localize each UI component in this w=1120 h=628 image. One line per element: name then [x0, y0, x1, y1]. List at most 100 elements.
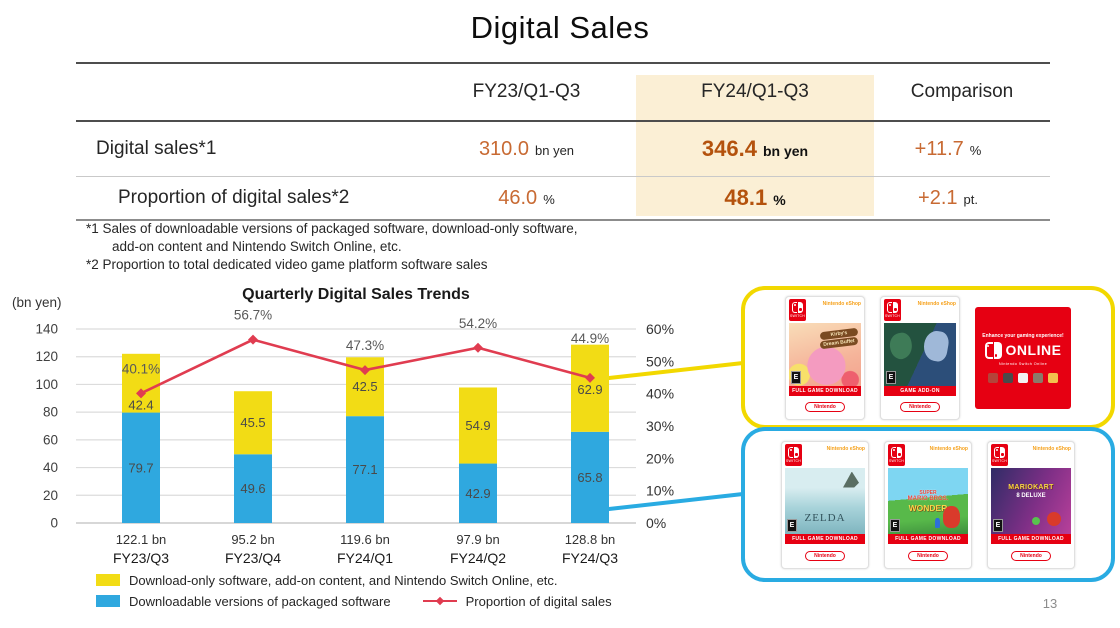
- footnote-1-line-2: add-on content and Nintendo Switch Onlin…: [112, 239, 402, 254]
- download-band: FULL GAME DOWNLOAD: [991, 533, 1071, 544]
- svg-text:40%: 40%: [646, 386, 674, 402]
- comparison-number: +11.7: [914, 137, 964, 160]
- eshop-label: Nintendo eShop: [826, 445, 865, 452]
- game-card-super-mario-bros-wonder: SWITCH Nintendo eShop SUPER MARIO BROS. WOND…: [884, 440, 972, 569]
- esrb-rating-icon: E: [993, 518, 1003, 532]
- esrb-rating-icon: E: [886, 370, 896, 384]
- nintendo-switch-logo-icon: [887, 301, 898, 313]
- svg-text:60%: 60%: [646, 321, 674, 337]
- svg-text:77.1: 77.1: [352, 462, 377, 477]
- footnote-1-line-1: *1 Sales of downloadable versions of pac…: [86, 221, 578, 236]
- nso-subtitle: Nintendo Switch Online: [998, 361, 1048, 366]
- bar-blue-FY24/Q3: [571, 431, 609, 523]
- comparison-unit: %: [969, 142, 982, 158]
- svg-text:119.6 bn: 119.6 bn: [340, 532, 390, 547]
- fy24-value-cell: 48.1 %: [636, 185, 874, 211]
- fy24-value-cell: 346.4 bn yen: [636, 136, 874, 162]
- footnote-2: *2 Proportion to total dedicated video g…: [86, 257, 488, 272]
- svg-text:20: 20: [43, 488, 58, 503]
- bar-yellow-FY24/Q2: [459, 387, 497, 464]
- quarterly-chart-svg: Quarterly Digital Sales Trends (bn yen) 0 2…: [12, 286, 674, 566]
- svg-text:0%: 0%: [646, 515, 666, 531]
- header-fy24: FY24/Q1-Q3: [701, 81, 809, 102]
- fy23-value-cell: 46.0 %: [417, 187, 636, 210]
- nintendo-switch-logo-icon: [984, 341, 1002, 359]
- cover-title: MARIOKART: [1008, 483, 1054, 491]
- legend-row-2: Downloadable versions of packaged softwa…: [96, 593, 612, 609]
- nintendo-switch-badge: SWITCH: [789, 298, 806, 321]
- svg-text:95.2 bn: 95.2 bn: [231, 532, 274, 547]
- row-label: Digital sales*1: [96, 138, 217, 159]
- cover-art-zelda-tears-of-the-kingdom: ZELDA E: [785, 467, 865, 534]
- red-line-marker-icon: [422, 599, 457, 603]
- bars: [122, 344, 609, 523]
- fy23-unit: bn yen: [535, 142, 575, 158]
- quarterly-digital-sales-chart: Quarterly Digital Sales Trends (bn yen) 0 2…: [0, 283, 710, 583]
- x-axis-labels: 122.1 bn FY23/Q3 95.2 bn FY23/Q4 119.6 bn FY2…: [113, 532, 618, 566]
- bar-yellow-FY23/Q4: [234, 391, 272, 455]
- bar-blue-FY24/Q2: [459, 463, 497, 523]
- comparison-number: +2.1: [918, 186, 958, 209]
- svg-text:49.6: 49.6: [240, 481, 265, 496]
- fy23-value-cell: 310.0 bn yen: [417, 138, 636, 161]
- table-row-proportion: Proportion of digital sales*2 46.0 % 48.…: [76, 177, 1050, 221]
- nso-icon: [1048, 372, 1058, 383]
- nintendo-switch-logo-icon: [788, 446, 799, 458]
- nso-icon: [1033, 372, 1043, 383]
- svg-text:97.9 bn: 97.9 bn: [456, 532, 499, 547]
- cover-art-kirbys-dream-buffet: Kirby's Dream Buffet E: [789, 322, 861, 386]
- fy24-number: 346.4: [701, 136, 757, 161]
- cover-title: SUPER: [919, 489, 937, 496]
- svg-text:120: 120: [35, 349, 58, 364]
- download-band: FULL GAME DOWNLOAD: [888, 533, 968, 544]
- svg-text:20%: 20%: [646, 450, 674, 466]
- header-comparison: Comparison: [910, 81, 1014, 102]
- game-card-mario-kart-8-deluxe: SWITCH Nintendo eShop MARIOKART 8 DELUXE E FU…: [987, 440, 1075, 569]
- svg-text:30%: 30%: [646, 418, 674, 434]
- fy23-unit: %: [543, 191, 555, 207]
- svg-text:50%: 50%: [646, 353, 674, 369]
- svg-text:FY24/Q1: FY24/Q1: [337, 550, 393, 566]
- cover-title: WONDER: [908, 502, 948, 513]
- cover-title: 8 DELUXE: [1016, 492, 1046, 499]
- svg-text:60: 60: [43, 432, 58, 447]
- svg-text:45.5: 45.5: [240, 415, 265, 430]
- svg-text:79.7: 79.7: [128, 460, 153, 475]
- nso-game-icons: [988, 372, 1058, 383]
- svg-text:122.1 bn: 122.1 bn: [116, 532, 167, 547]
- comparison-unit: pt.: [963, 191, 978, 207]
- bar-blue-FY24/Q1: [346, 416, 384, 523]
- game-card-zelda-tears-of-the-kingdom: SWITCH Nintendo eShop ZELDA E FULL GAME DOWN…: [781, 440, 869, 569]
- nintendo-logo-pill: Nintendo: [1011, 550, 1051, 561]
- financial-table: FY23/Q1-Q3 FY24/Q1-Q3 Comparison Digital…: [76, 62, 1050, 221]
- nintendo-switch-badge: SWITCH: [888, 443, 905, 466]
- cover-art-mario-kart-8-deluxe: MARIOKART 8 DELUXE E: [991, 467, 1071, 534]
- svg-text:42.9: 42.9: [465, 486, 490, 501]
- nintendo-logo-pill: Nintendo: [900, 402, 940, 412]
- svg-text:128.8 bn: 128.8 bn: [565, 532, 616, 547]
- proportion-line: 40.1% 56.7% 47.3% 54.2% 44.9%: [122, 308, 609, 399]
- page-title: Digital Sales: [470, 10, 650, 45]
- esrb-rating-icon: E: [787, 518, 797, 532]
- esrb-rating-icon: E: [890, 518, 900, 532]
- nso-tagline: Enhance your gaming experience!: [982, 332, 1064, 339]
- svg-text:0: 0: [50, 516, 58, 531]
- cover-title: ZELDA: [804, 511, 846, 524]
- svg-text:65.8: 65.8: [577, 470, 602, 485]
- svg-text:47.3%: 47.3%: [346, 338, 384, 353]
- eshop-label: Nintendo eShop: [1032, 445, 1071, 452]
- cover-art-pokemon-game-add-on: E: [884, 322, 956, 386]
- nintendo-switch-logo-icon: [891, 446, 902, 458]
- blue-swatch-icon: [96, 595, 120, 607]
- page-number: 13: [1042, 596, 1058, 611]
- svg-text:56.7%: 56.7%: [234, 308, 272, 323]
- svg-text:42.5: 42.5: [352, 379, 377, 394]
- cover-art-super-mario-bros-wonder: SUPER MARIO BROS. WONDER E: [888, 467, 968, 534]
- legend-label: Downloadable versions of packaged softwa…: [129, 593, 391, 609]
- nso-icon: [1018, 372, 1028, 383]
- eshop-label: Nintendo eShop: [822, 300, 861, 307]
- nintendo-switch-online-card: Enhance your gaming experience! ONLINE Nin…: [975, 306, 1071, 409]
- game-card-kirbys-dream-buffet: SWITCH Nintendo eShop Kirby's Dream Buffet E…: [785, 295, 865, 420]
- svg-text:140: 140: [35, 322, 58, 337]
- bar-value-labels: 79.7 42.4 49.6 45.5 77.1 42.5 42.9 54.9 65.8 62.9: [128, 379, 602, 501]
